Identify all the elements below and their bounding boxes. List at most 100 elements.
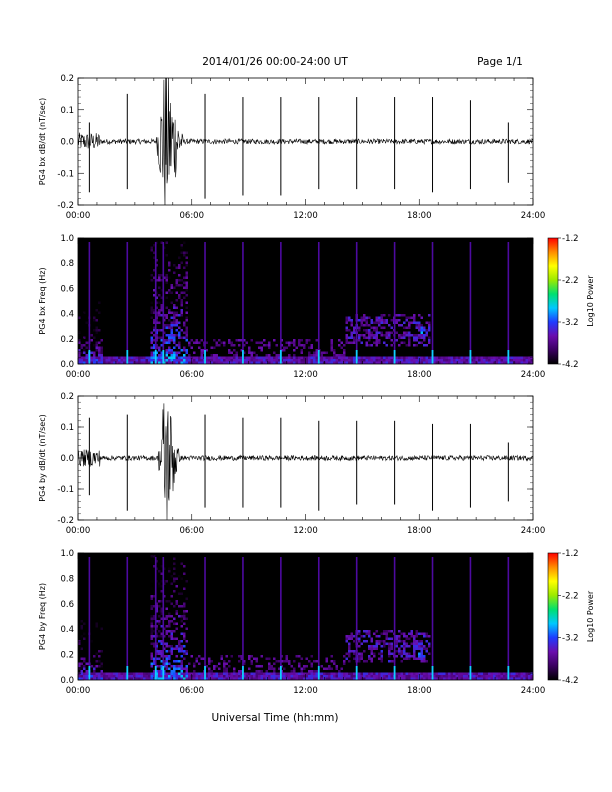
heatmap-cell [365,344,368,347]
heatmap-cell [395,314,398,317]
heatmap-cell [80,670,83,673]
heatmap-cell [525,356,528,359]
heatmap-cell [338,670,341,673]
heatmap-cell [375,672,378,675]
heatmap-cell [248,675,251,678]
heatmap-cell [380,314,383,317]
heatmap-cell [165,665,168,668]
heatmap-cell [420,652,423,655]
heatmap-cell [230,361,233,364]
heatmap-cell [273,351,276,354]
heatmap-cell [80,675,83,678]
heatmap-cell [415,677,418,680]
heatmap-cell [223,677,226,680]
heatmap-cell [410,675,413,678]
heatmap-cell [520,677,523,680]
heatmap-cell [290,359,293,362]
heatmap-cell [420,647,423,650]
heatmap-cell [488,672,491,675]
heatmap-cell [150,652,153,655]
heatmap-cell [183,276,186,279]
heatmap-cell [333,677,336,680]
heatmap-cell [365,630,368,633]
heatmap-cell [305,356,308,359]
heatmap-cell [230,359,233,362]
heatmap-cell [165,316,168,319]
heatmap-cell [348,341,351,344]
heatmap-cell [353,672,356,675]
heatmap-cell [158,605,161,608]
heatmap-cell [265,670,268,673]
heatmap-cell [378,321,381,324]
heatmap-cell [153,294,156,297]
heatmap-cell [165,615,168,618]
heatmap-cell [185,294,188,297]
heatmap-cell [93,361,96,364]
heatmap-cell [363,356,366,359]
heatmap-cell [155,672,158,675]
heatmap-cell [423,635,426,638]
heatmap-cell [78,640,81,643]
heatmap-cell [345,635,348,638]
heatmap-cell [428,329,431,332]
heatmap-cell [420,657,423,660]
heatmap-cell [80,677,83,680]
heatmap-cell [310,361,313,364]
heatmap-cell [215,344,218,347]
heatmap-cell [83,361,86,364]
heatmap-cell [240,339,243,342]
heatmap-cell [180,592,183,595]
heatmap-cell [158,361,161,364]
heatmap-cell [215,354,218,357]
heatmap-cell [368,324,371,327]
heatmap-cell [150,657,153,660]
heatmap-cell [238,670,241,673]
heatmap-cell [290,665,293,668]
heatmap-cell [288,675,291,678]
heatmap-cell [180,361,183,364]
heatmap-cell [165,341,168,344]
heatmap-cell [160,304,163,307]
heatmap-cell [300,339,303,342]
heatmap-cell [488,359,491,362]
heatmap-cell [165,655,168,658]
heatmap-cell [178,336,181,339]
heatmap-cell [380,677,383,680]
heatmap-cell [160,344,163,347]
heatmap-cell [370,647,373,650]
heatmap-cell [425,660,428,663]
heatmap-cell [413,640,416,643]
heatmap-cell [288,356,291,359]
heatmap-cell [205,361,208,364]
heatmap-cell [230,356,233,359]
heatmap-cell [368,657,371,660]
heatmap-cell [238,361,241,364]
heatmap-cell [348,336,351,339]
heatmap-cell [340,359,343,362]
heatmap-cell [420,331,423,334]
heatmap-cell [135,359,138,362]
heatmap-cell [210,356,213,359]
heatmap-cell [158,650,161,653]
heatmap-cell [158,301,161,304]
heatmap-cell [183,602,186,605]
heatmap-cell [423,677,426,680]
heatmap-cell [378,324,381,327]
heatmap-cell [175,329,178,332]
heatmap-cell [95,309,98,312]
heatmap-cell [178,326,181,329]
heatmap-cell [135,672,138,675]
heatmap-cell [503,677,506,680]
heatmap-cell [378,319,381,322]
heatmap-cell [373,672,376,675]
heatmap-cell [133,361,136,364]
heatmap-cell [150,607,153,610]
heatmap-cell [160,339,163,342]
heatmap-cell [283,356,286,359]
heatmap-cell [80,672,83,675]
heatmap-cell [290,670,293,673]
heatmap-cell [523,361,526,364]
heatmap-cell [300,675,303,678]
heatmap-cell [320,675,323,678]
heatmap-cell [220,675,223,678]
